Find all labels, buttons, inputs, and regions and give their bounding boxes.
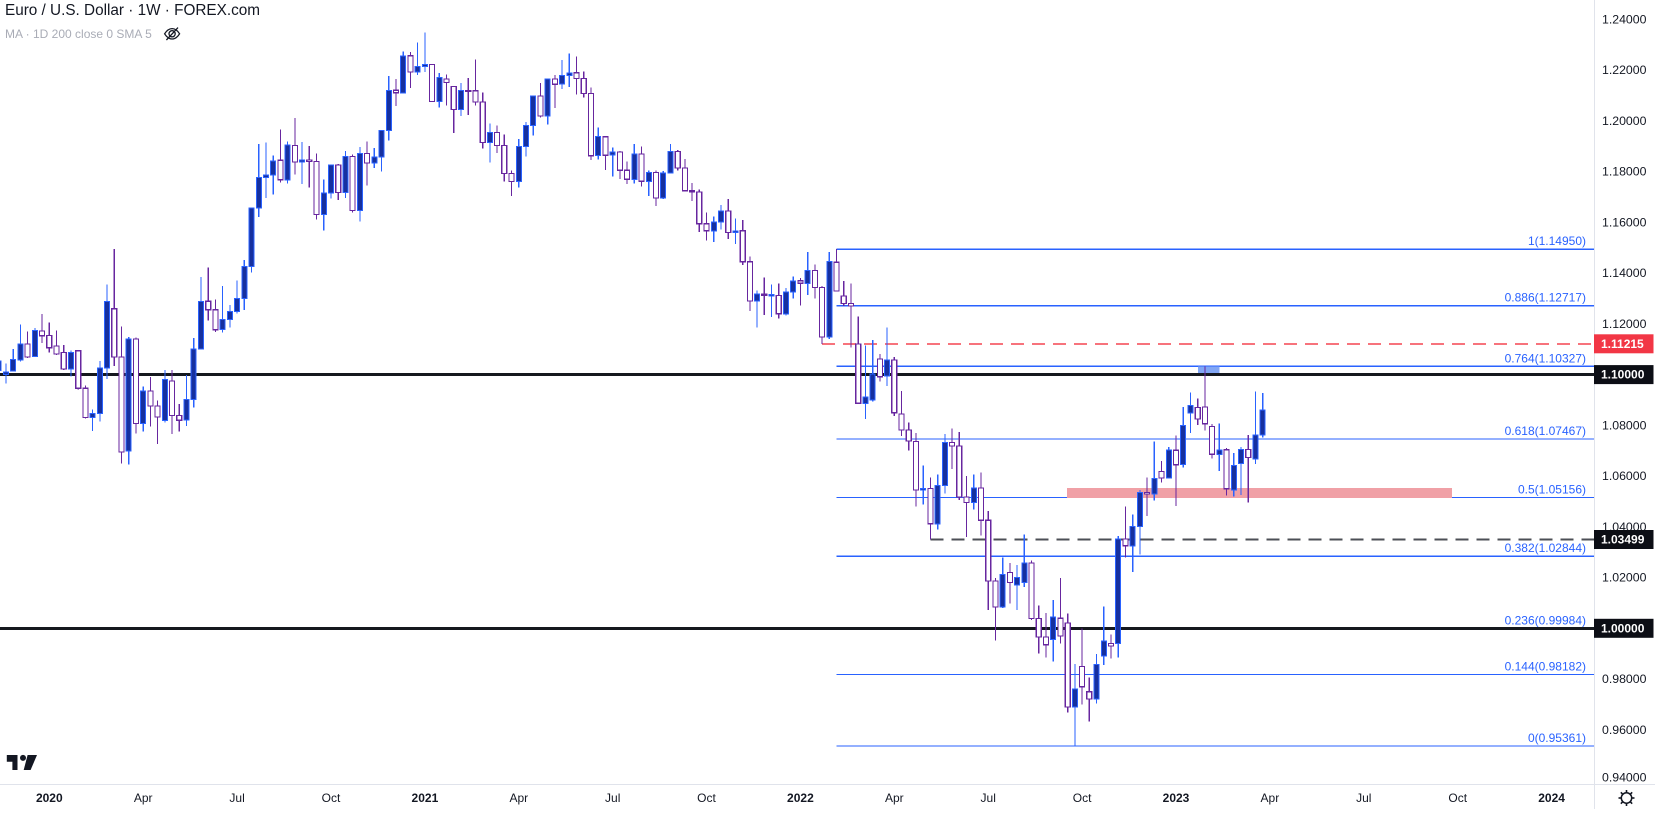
svg-text:0.618(1.07467): 0.618(1.07467)	[1505, 424, 1586, 438]
svg-text:0.94000: 0.94000	[1602, 771, 1647, 785]
svg-text:Oct: Oct	[1448, 791, 1467, 805]
svg-text:Jul: Jul	[981, 791, 996, 805]
svg-text:1.20000: 1.20000	[1602, 114, 1647, 128]
svg-text:Oct: Oct	[1073, 791, 1092, 805]
svg-text:1.24000: 1.24000	[1602, 13, 1647, 27]
svg-text:Jul: Jul	[1356, 791, 1371, 805]
svg-text:1.03499: 1.03499	[1601, 533, 1645, 547]
svg-text:Apr: Apr	[1261, 791, 1280, 805]
svg-text:1.02000: 1.02000	[1602, 571, 1647, 585]
svg-text:1.14000: 1.14000	[1602, 266, 1647, 280]
svg-text:0.5(1.05156): 0.5(1.05156)	[1518, 483, 1586, 497]
svg-text:0.98000: 0.98000	[1602, 672, 1647, 686]
svg-text:0.144(0.98182): 0.144(0.98182)	[1505, 659, 1586, 673]
svg-text:2024: 2024	[1538, 791, 1565, 805]
svg-text:2022: 2022	[787, 791, 814, 805]
svg-text:Jul: Jul	[605, 791, 620, 805]
svg-text:2021: 2021	[412, 791, 439, 805]
svg-text:1.10000: 1.10000	[1601, 368, 1645, 382]
svg-text:1.11215: 1.11215	[1601, 337, 1644, 351]
svg-text:0.236(0.99984): 0.236(0.99984)	[1505, 614, 1586, 628]
svg-text:2020: 2020	[36, 791, 63, 805]
svg-text:Oct: Oct	[697, 791, 716, 805]
svg-text:MA · 1D 200 close 0 SMA 5: MA · 1D 200 close 0 SMA 5	[5, 27, 152, 41]
svg-text:Apr: Apr	[509, 791, 528, 805]
svg-text:1.16000: 1.16000	[1602, 215, 1647, 229]
svg-text:0.96000: 0.96000	[1602, 723, 1647, 737]
svg-text:Euro / U.S. Dollar · 1W · FORE: Euro / U.S. Dollar · 1W · FOREX.com	[5, 2, 260, 19]
svg-text:0.886(1.12717): 0.886(1.12717)	[1505, 291, 1586, 305]
svg-text:0.764(1.10327): 0.764(1.10327)	[1505, 351, 1586, 365]
svg-text:0.382(1.02844): 0.382(1.02844)	[1505, 541, 1586, 555]
svg-text:Oct: Oct	[322, 791, 341, 805]
svg-text:1.18000: 1.18000	[1602, 165, 1647, 179]
svg-text:1.00000: 1.00000	[1601, 621, 1645, 635]
svg-text:0(0.95361): 0(0.95361)	[1528, 731, 1586, 745]
svg-text:1.08000: 1.08000	[1602, 418, 1647, 432]
svg-text:Apr: Apr	[134, 791, 153, 805]
svg-text:Jul: Jul	[229, 791, 244, 805]
svg-text:Apr: Apr	[885, 791, 904, 805]
svg-text:1.22000: 1.22000	[1602, 63, 1647, 77]
svg-text:1.12000: 1.12000	[1602, 317, 1647, 331]
svg-text:1(1.14950): 1(1.14950)	[1528, 234, 1586, 248]
svg-text:1.06000: 1.06000	[1602, 469, 1647, 483]
svg-text:2023: 2023	[1163, 791, 1190, 805]
